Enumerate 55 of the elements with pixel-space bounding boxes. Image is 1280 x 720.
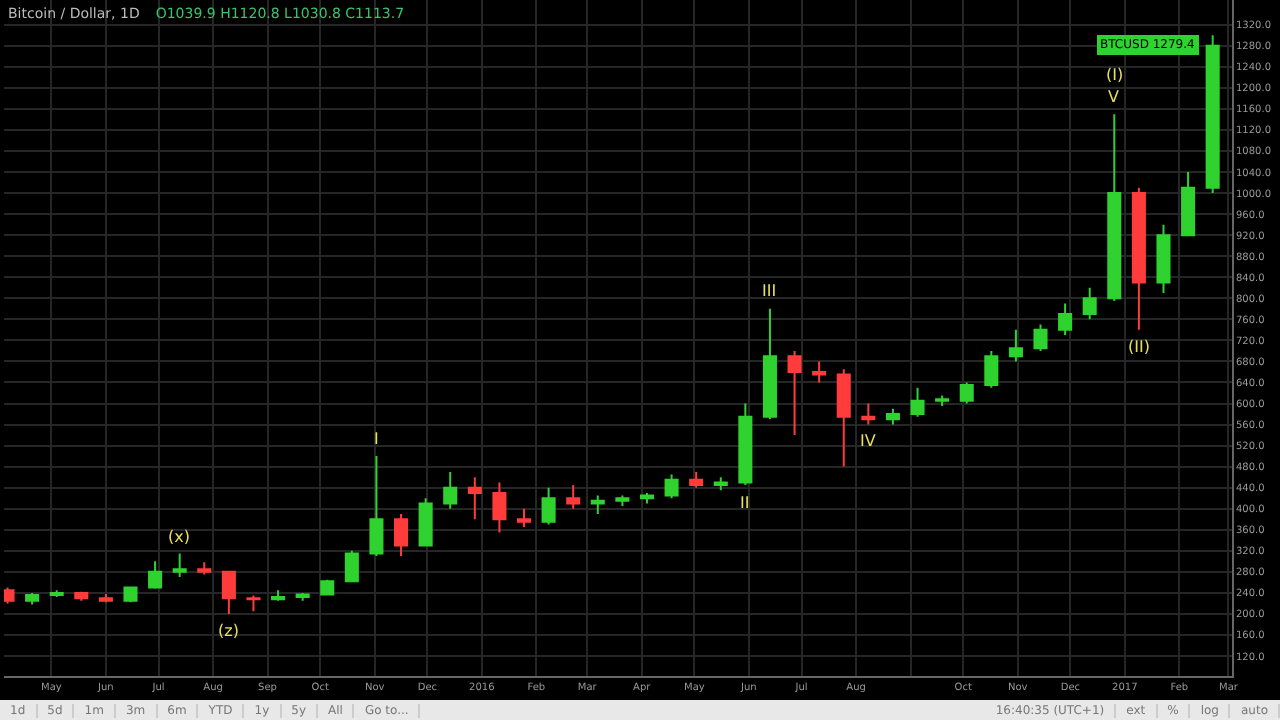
candlestick (541, 486, 556, 526)
candlestick (418, 497, 433, 548)
candlestick (1082, 286, 1097, 321)
candlestick (1131, 186, 1146, 331)
annotation: (x) (168, 528, 190, 546)
candlestick (295, 591, 310, 602)
candlestick (344, 549, 359, 584)
candlestick (566, 484, 581, 510)
annotation: II (740, 494, 750, 512)
candlestick (443, 470, 458, 510)
candlestick (885, 407, 900, 426)
candlestick (1205, 34, 1220, 195)
candlestick (320, 578, 335, 597)
candlestick (615, 494, 630, 508)
candlestick (861, 402, 876, 426)
candlestick (492, 481, 507, 534)
annotation: V (1108, 88, 1120, 106)
candlestick (1181, 171, 1196, 237)
candlestick (1107, 113, 1122, 302)
candlestick (590, 494, 605, 515)
candlestick (246, 594, 261, 613)
annotation: III (762, 282, 777, 300)
candlestick (1033, 323, 1048, 352)
candlestick (123, 585, 138, 604)
candlestick (836, 368, 851, 468)
candlestick (959, 381, 974, 405)
candlestick (516, 507, 532, 529)
candlestick (787, 349, 802, 437)
candlestick (738, 402, 753, 487)
candlestick (664, 473, 679, 500)
candlestick (935, 394, 950, 408)
annotation: (I) (1106, 66, 1124, 84)
candlestick (25, 591, 40, 606)
candlestick (984, 349, 999, 389)
candlestick (713, 476, 728, 492)
candlestick (221, 569, 236, 615)
annotation: (z) (218, 622, 239, 640)
annotation: IV (860, 432, 877, 450)
candlestick (812, 360, 827, 384)
candlestick (689, 470, 704, 489)
candlestick (1008, 328, 1023, 363)
candlestick (1156, 223, 1171, 295)
candlestick (394, 512, 409, 558)
annotation: I (374, 430, 379, 448)
annotation: (II) (1128, 338, 1150, 356)
candlestick (369, 455, 384, 558)
candlestick (467, 476, 482, 521)
candlestick (197, 561, 212, 576)
candlestick (148, 560, 163, 590)
candlestick (1058, 302, 1073, 337)
candlestick (762, 307, 777, 421)
candlestick (271, 589, 286, 602)
candlestick (172, 552, 187, 579)
candlestick (910, 386, 925, 418)
candlestick (98, 592, 113, 604)
